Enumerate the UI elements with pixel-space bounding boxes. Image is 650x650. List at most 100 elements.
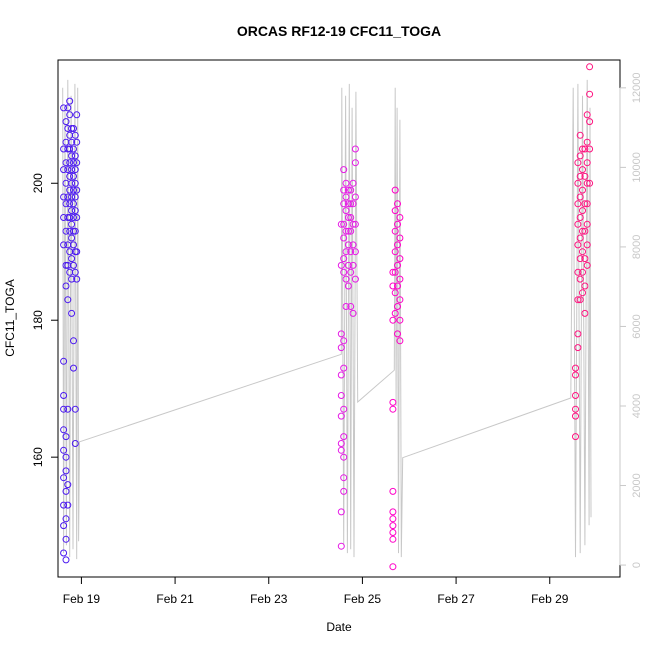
data-point <box>583 241 591 249</box>
data-point <box>394 220 401 228</box>
data-point <box>586 145 594 153</box>
data-point <box>389 515 397 523</box>
data-point <box>340 364 348 372</box>
data-point <box>68 275 76 283</box>
data-point <box>70 364 77 372</box>
data-point <box>62 515 70 523</box>
data-point <box>66 145 74 153</box>
data-point <box>340 234 348 242</box>
data-point <box>576 275 584 283</box>
data-point <box>62 200 70 208</box>
data-point <box>337 220 345 228</box>
y2-axis: 0 2000 4000 6000 8000 10000 12000 <box>619 73 643 568</box>
data-point <box>391 207 399 215</box>
data-point <box>64 501 72 509</box>
data-point <box>389 508 397 516</box>
data-point <box>347 227 355 235</box>
data-point <box>391 268 399 276</box>
data-point <box>581 172 589 180</box>
data-point <box>581 309 589 317</box>
data-point <box>337 508 345 516</box>
data-point <box>73 111 81 119</box>
data-point <box>347 248 355 256</box>
data-point <box>60 104 68 112</box>
data-point <box>349 179 357 187</box>
data-point <box>64 296 72 304</box>
data-point <box>64 104 72 112</box>
data-point <box>581 282 589 290</box>
data-point <box>586 179 594 187</box>
data-point <box>340 453 348 461</box>
data-point <box>70 159 77 167</box>
data-point <box>351 220 359 228</box>
data-point <box>60 522 68 530</box>
data-point <box>340 487 348 495</box>
data-point <box>337 446 345 454</box>
y-axis: 160 180 200 <box>31 173 59 467</box>
data-point <box>73 186 81 194</box>
data-point <box>574 200 582 208</box>
data-point <box>62 433 70 441</box>
y2-tick-label: 0 <box>631 562 643 568</box>
data-point <box>389 405 397 413</box>
data-point <box>66 97 74 105</box>
data-point <box>579 227 586 235</box>
data-point <box>337 412 345 420</box>
data-point <box>572 364 579 372</box>
data-point <box>71 179 79 187</box>
data-point <box>574 159 582 167</box>
data-point <box>347 186 355 194</box>
data-point <box>337 542 345 550</box>
data-point <box>71 227 79 235</box>
data-point <box>396 337 404 345</box>
data-point <box>68 207 76 215</box>
data-point <box>347 303 355 310</box>
data-point <box>351 145 359 153</box>
data-point <box>394 330 401 338</box>
data-point <box>62 118 70 126</box>
data-point <box>344 241 352 249</box>
data-point <box>60 501 68 509</box>
data-point <box>574 220 582 228</box>
data-point <box>64 193 72 201</box>
data-point <box>60 549 68 557</box>
data-point <box>340 405 348 413</box>
data-point <box>340 220 348 228</box>
data-point <box>351 248 359 256</box>
data-point <box>342 207 350 215</box>
data-point <box>391 309 399 317</box>
data-point <box>396 255 404 263</box>
data-point <box>351 193 359 201</box>
data-point <box>66 186 74 194</box>
data-point <box>71 405 79 413</box>
data-point <box>586 63 594 71</box>
data-point <box>344 200 352 208</box>
data-point <box>347 200 355 208</box>
data-point <box>71 152 79 160</box>
y2-tick-label: 8000 <box>631 235 643 259</box>
data-point <box>389 522 397 530</box>
y-axis-label: CFC11_TOGA <box>3 279 17 357</box>
x-tick-label: Feb 19 <box>63 592 101 606</box>
data-point <box>586 90 594 98</box>
data-point <box>576 131 584 139</box>
data-point <box>70 125 77 132</box>
data-point <box>70 337 77 345</box>
data-point <box>66 200 74 208</box>
data-point <box>396 316 404 324</box>
data-point <box>583 111 591 119</box>
data-point <box>60 166 68 174</box>
data-point <box>347 214 355 221</box>
data-point <box>62 535 70 543</box>
data-point <box>579 145 586 153</box>
x-tick-label: Feb 29 <box>531 592 569 606</box>
data-point <box>62 282 70 290</box>
data-point <box>349 200 357 208</box>
data-point <box>583 220 591 228</box>
data-point <box>70 145 77 153</box>
data-point <box>394 261 401 269</box>
data-point <box>73 248 81 256</box>
data-point <box>579 186 586 194</box>
data-point <box>66 214 74 221</box>
data-point <box>62 159 70 167</box>
